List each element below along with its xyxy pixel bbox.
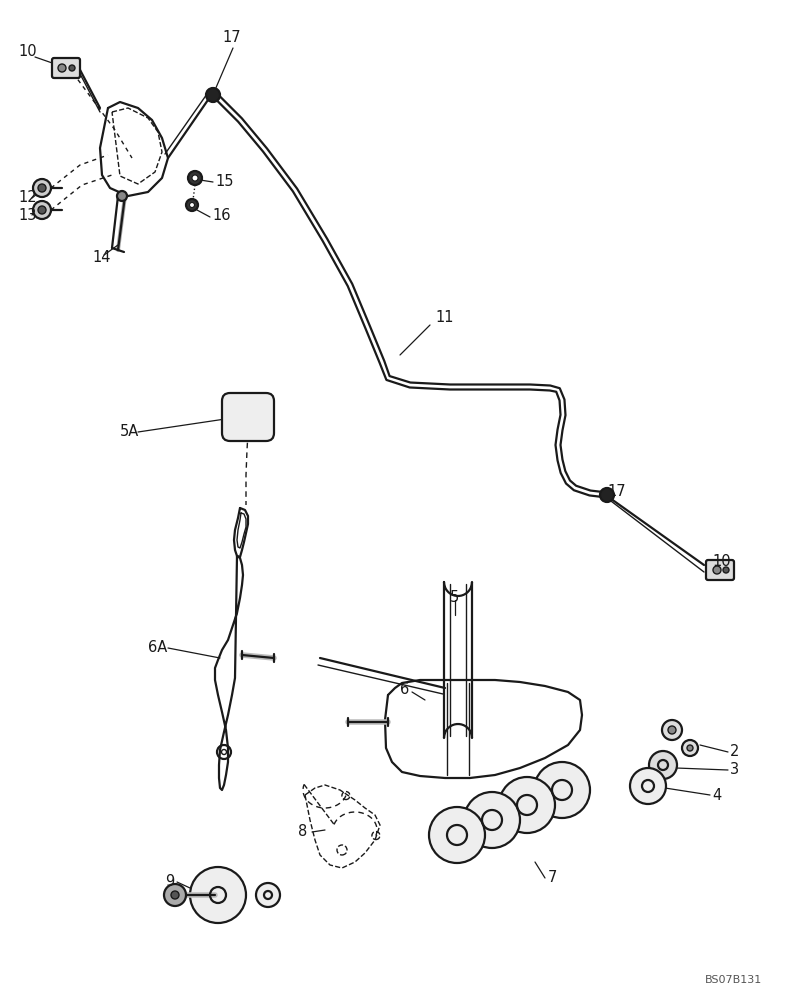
Circle shape: [164, 884, 186, 906]
Text: 16: 16: [212, 208, 231, 223]
Text: 5: 5: [450, 589, 459, 604]
Circle shape: [649, 751, 677, 779]
Text: 2: 2: [730, 744, 739, 760]
Circle shape: [190, 867, 246, 923]
Circle shape: [723, 567, 729, 573]
Circle shape: [668, 726, 676, 734]
Circle shape: [499, 777, 555, 833]
Circle shape: [188, 171, 202, 185]
Circle shape: [69, 65, 75, 71]
Text: 15: 15: [215, 174, 233, 190]
Circle shape: [662, 720, 682, 740]
Text: 14: 14: [92, 250, 110, 265]
Circle shape: [38, 206, 46, 214]
Text: 5A: 5A: [120, 424, 139, 440]
Text: 17: 17: [607, 485, 626, 499]
Circle shape: [33, 179, 51, 197]
Circle shape: [186, 199, 198, 211]
Text: 4: 4: [712, 788, 721, 802]
Text: 9: 9: [165, 874, 174, 890]
Text: BS07B131: BS07B131: [704, 975, 762, 985]
Text: 7: 7: [548, 870, 557, 886]
FancyBboxPatch shape: [52, 58, 80, 78]
Circle shape: [38, 184, 46, 192]
FancyBboxPatch shape: [222, 393, 274, 441]
Text: 6: 6: [400, 682, 409, 698]
Circle shape: [464, 792, 520, 848]
Circle shape: [713, 566, 721, 574]
Text: 10: 10: [712, 554, 730, 570]
Text: 12: 12: [18, 190, 36, 206]
Circle shape: [687, 745, 693, 751]
Text: 8: 8: [298, 824, 307, 840]
Circle shape: [630, 768, 666, 804]
Text: 6A: 6A: [148, 641, 167, 656]
Circle shape: [256, 883, 280, 907]
Text: 17: 17: [222, 30, 240, 45]
Text: 13: 13: [18, 208, 36, 223]
Circle shape: [600, 488, 614, 502]
Circle shape: [171, 891, 179, 899]
Circle shape: [534, 762, 590, 818]
Circle shape: [429, 807, 485, 863]
Text: 3: 3: [730, 762, 739, 778]
Circle shape: [206, 88, 220, 102]
Circle shape: [33, 201, 51, 219]
Text: 11: 11: [435, 310, 454, 326]
Circle shape: [682, 740, 698, 756]
Circle shape: [192, 175, 198, 181]
FancyBboxPatch shape: [706, 560, 734, 580]
Text: 10: 10: [18, 44, 36, 60]
Circle shape: [189, 202, 195, 208]
Circle shape: [117, 191, 127, 201]
Circle shape: [58, 64, 66, 72]
